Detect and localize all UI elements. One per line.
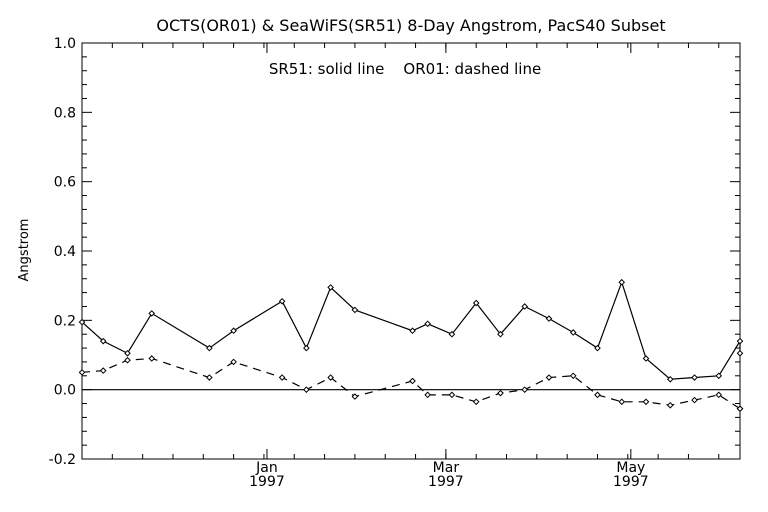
y-tick-label: 0.4 [54,244,76,260]
data-point-sr51 [618,278,626,286]
data-point-sr51 [715,372,723,380]
data-point-or01 [448,391,456,399]
data-point-or01 [545,374,553,381]
data-point-sr51 [545,315,553,322]
data-point-or01 [99,367,107,374]
data-point-sr51 [497,330,504,338]
data-point-or01 [351,393,359,400]
data-point-sr51 [736,337,744,345]
y-tick-label: -0.2 [49,452,76,468]
y-tick-label: 1.0 [54,36,76,52]
data-point-or01 [78,369,86,376]
data-point-or01 [206,374,213,381]
data-point-sr51 [569,329,577,336]
data-point-or01 [736,405,744,413]
series-annotation: SR51: solid line OR01: dashed line [269,60,541,78]
data-point-or01 [497,389,504,397]
x-tick-label: Mar [433,460,460,476]
x-tick-year: 1997 [428,474,464,490]
data-point-or01 [472,398,480,406]
data-point-or01 [327,374,334,381]
data-point-or01 [569,372,577,380]
series-layer [78,278,744,413]
data-point-sr51 [278,297,286,305]
data-point-sr51 [691,374,698,381]
data-point-or01 [424,391,431,399]
data-point-sr51 [327,284,334,291]
data-point-or01 [409,377,416,385]
data-point-sr51 [424,320,431,328]
data-point-sr51 [736,349,744,357]
data-point-sr51 [448,330,456,338]
data-point-or01 [691,396,698,404]
plot-frame [81,42,741,460]
x-tick-label: Jan [255,460,278,476]
data-point-sr51 [521,303,529,310]
data-point-or01 [230,358,237,366]
data-point-sr51 [351,306,359,314]
data-point-sr51 [642,355,650,362]
x-tick-year: 1997 [613,474,649,490]
data-point-sr51 [99,337,107,345]
data-point-or01 [148,355,156,362]
data-point-sr51 [206,344,213,352]
data-point-or01 [715,391,723,399]
chart-title: OCTS(OR01) & SeaWiFS(SR51) 8-Day Angstro… [156,16,665,35]
y-tick-label: 0.0 [54,383,76,399]
y-tick-label: 0.8 [54,105,76,121]
data-point-sr51 [78,318,86,326]
x-tick-label: May [616,460,645,476]
data-point-sr51 [666,375,674,383]
y-tick-label: 0.6 [54,175,76,191]
series-line-sr51 [81,280,741,380]
data-point-sr51 [409,327,416,335]
data-point-sr51 [124,349,131,357]
data-point-sr51 [303,344,310,352]
data-point-or01 [303,386,310,393]
data-point-or01 [278,374,286,381]
data-point-sr51 [230,327,237,335]
y-axis-label: Angstrom [17,219,32,282]
y-axis: -0.2 0.0 0.2 0.4 0.6 0.8 1.0 [49,36,740,468]
y-tick-label: 0.2 [54,313,76,329]
x-tick-year: 1997 [249,474,285,490]
data-point-sr51 [472,299,480,307]
data-point-sr51 [148,310,156,317]
data-point-or01 [618,398,626,406]
series-line-or01 [81,357,741,410]
data-point-or01 [124,356,131,364]
data-point-or01 [666,401,674,409]
data-point-or01 [642,398,650,406]
data-point-or01 [521,386,529,393]
data-point-or01 [594,391,601,399]
data-point-sr51 [594,344,601,352]
